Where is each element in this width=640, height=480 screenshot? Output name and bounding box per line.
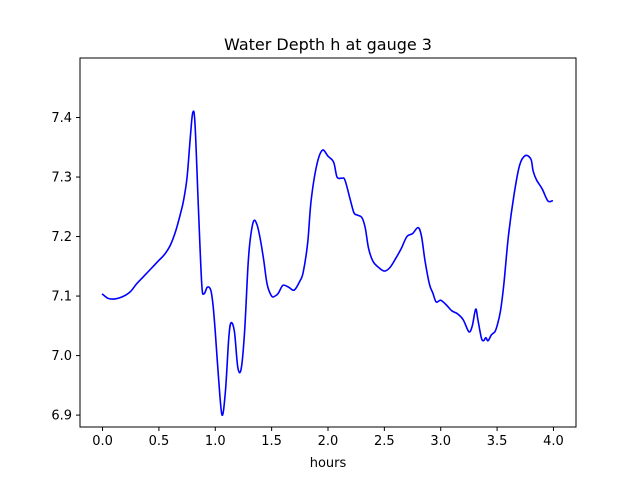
- chart-title: Water Depth h at gauge 3: [224, 35, 432, 54]
- x-tick-label: 0.0: [92, 434, 113, 449]
- series-line-0: [101, 110, 554, 416]
- y-tick-label: 6.9: [51, 409, 72, 424]
- y-tick-label: 7.0: [51, 349, 72, 364]
- x-tick-label: 2.0: [318, 434, 339, 449]
- x-tick-label: 3.5: [487, 434, 508, 449]
- x-tick-label: 3.0: [430, 434, 451, 449]
- y-tick-label: 7.2: [51, 230, 72, 245]
- y-tick-label: 7.1: [51, 290, 72, 305]
- x-tick-label: 1.0: [205, 434, 226, 449]
- x-tick-label: 4.0: [543, 434, 564, 449]
- x-tick-label: 1.5: [261, 434, 282, 449]
- x-tick-label: 0.5: [149, 434, 170, 449]
- plot-area: 0.0 0.5 1.0 1.5 2.0 2.5 3.0 3.5 4.0 6.9 7.0 7.1 7.2 7…: [51, 57, 577, 449]
- y-tick-label: 7.4: [51, 111, 72, 126]
- axes-frame: [79, 57, 577, 428]
- x-axis-label: hours: [310, 456, 347, 471]
- x-tick-label: 2.5: [374, 434, 395, 449]
- y-tick-label: 7.3: [51, 171, 72, 186]
